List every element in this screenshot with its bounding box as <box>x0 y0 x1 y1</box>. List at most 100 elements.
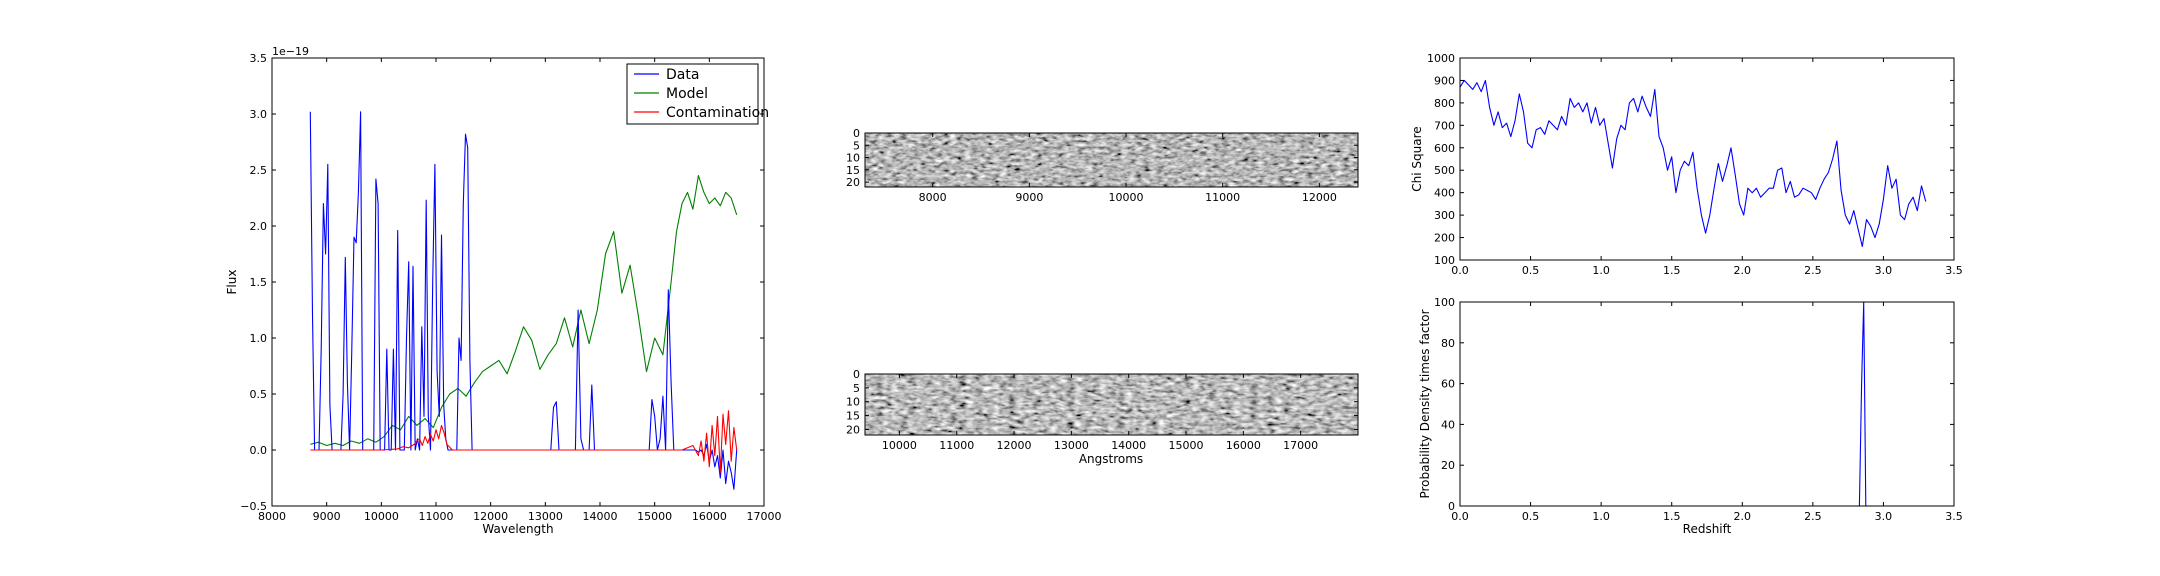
spectrum-image-top-frame <box>864 132 1359 188</box>
image-bottom-ytick-label: 20 <box>846 423 860 436</box>
spectrum-plot: 8000 9000 10000 11000 12000 13000 14000 15000 16… <box>225 45 782 536</box>
image-top-xtick-label: 12000 <box>1302 191 1337 204</box>
spectrum-y-ticks: −0.5 0.0 0.5 1.0 1.5 2.0 2.5 3.0 3.5 <box>240 52 764 513</box>
probability-series-line <box>1460 302 1926 506</box>
spectrum-y-label: Flux <box>225 270 239 295</box>
image-top-xtick-label: 11000 <box>1205 191 1240 204</box>
chi-square-y-ticks: 100 200 300 400 500 600 700 800 900 1000 <box>1427 52 1954 267</box>
spectrum-xtick-label: 13000 <box>528 510 563 523</box>
probability-xtick-label: 3.0 <box>1875 510 1893 523</box>
image-bottom-ytick-label: 10 <box>846 396 860 409</box>
image-top-x-ticks: 8000 9000 10000 11000 12000 <box>919 133 1337 204</box>
spectrum-xtick-label: 11000 <box>419 510 454 523</box>
probability-ytick-label: 40 <box>1441 418 1455 431</box>
image-bottom-xtick-label: 14000 <box>1111 439 1146 452</box>
image-top-xtick-label: 9000 <box>1015 191 1043 204</box>
chi-square-ytick-label: 100 <box>1434 254 1455 267</box>
probability-y-ticks: 0 20 40 60 80 100 <box>1434 296 1954 513</box>
spectrum-image-bottom: 10000 11000 12000 13000 14000 15000 16000 17000… <box>846 368 1359 466</box>
probability-xtick-label: 0.5 <box>1522 510 1540 523</box>
legend-data-label: Data <box>666 67 699 83</box>
probability-xtick-label: 2.0 <box>1734 510 1752 523</box>
spectrum-image-bottom-frame <box>864 373 1359 436</box>
spectrum-xtick-label: 8000 <box>258 510 286 523</box>
chi-square-ytick-label: 400 <box>1434 187 1455 200</box>
data-series-line <box>309 111 738 490</box>
image-top-ytick-label: 20 <box>846 176 860 189</box>
probability-ytick-label: 0 <box>1448 500 1455 513</box>
image-bottom-xtick-label: 15000 <box>1169 439 1204 452</box>
probability-plot: 0.0 0.5 1.0 1.5 2.0 2.5 3.0 3.5 0 20 40 60 80 100 Re… <box>1418 296 1963 536</box>
spectrum-ytick-label: 0.0 <box>250 444 268 457</box>
probability-xtick-label: 1.0 <box>1592 510 1610 523</box>
image-bottom-xtick-label: 17000 <box>1283 439 1318 452</box>
legend-contamination-label: Contamination <box>666 105 769 121</box>
image-top-xtick-label: 10000 <box>1109 191 1144 204</box>
image-x-label: Angstroms <box>1079 452 1143 466</box>
image-bottom-ytick-label: 0 <box>853 368 860 381</box>
chi-square-ytick-label: 900 <box>1434 74 1455 87</box>
image-top-ytick-label: 10 <box>846 152 860 165</box>
chi-square-plot: 0.0 0.5 1.0 1.5 2.0 2.5 3.0 3.5 100 200 300 400 500… <box>1410 52 1963 277</box>
image-bottom-xtick-label: 11000 <box>939 439 974 452</box>
chi-square-xtick-label: 1.5 <box>1663 264 1681 277</box>
spectrum-xtick-label: 10000 <box>364 510 399 523</box>
probability-xtick-label: 0.0 <box>1451 510 1469 523</box>
legend-model-label: Model <box>666 86 708 102</box>
chi-square-xtick-label: 1.0 <box>1592 264 1610 277</box>
image-bottom-ytick-label: 15 <box>846 410 860 423</box>
chi-square-lines <box>1460 79 1927 248</box>
image-bottom-xtick-label: 10000 <box>882 439 917 452</box>
chi-square-xtick-label: 0.5 <box>1522 264 1540 277</box>
image-bottom-x-ticks: 10000 11000 12000 13000 14000 15000 16000 17000 <box>882 374 1318 452</box>
spectrum-x-label: Wavelength <box>482 522 553 536</box>
spectrum-lines <box>309 111 738 490</box>
chi-square-ytick-label: 600 <box>1434 142 1455 155</box>
spectrum-ytick-label: 3.5 <box>250 52 268 65</box>
chi-square-ytick-label: 500 <box>1434 164 1455 177</box>
chi-square-y-label: Chi Square <box>1410 126 1424 191</box>
image-bottom-xtick-label: 12000 <box>997 439 1032 452</box>
chi-square-x-ticks: 0.0 0.5 1.0 1.5 2.0 2.5 3.0 3.5 <box>1451 58 1963 277</box>
image-bottom-xtick-label: 13000 <box>1054 439 1089 452</box>
chi-square-series-line <box>1460 79 1927 248</box>
chi-square-ytick-label: 200 <box>1434 232 1455 245</box>
probability-ytick-label: 60 <box>1441 378 1455 391</box>
spectrum-image-bottom-pixels <box>865 374 1358 435</box>
chi-square-ytick-label: 700 <box>1434 119 1455 132</box>
spectrum-ytick-label: 1.5 <box>250 276 268 289</box>
chi-square-xtick-label: 3.5 <box>1945 264 1963 277</box>
spectrum-xtick-label: 15000 <box>637 510 672 523</box>
image-bottom-xtick-label: 16000 <box>1226 439 1261 452</box>
probability-lines <box>1460 302 1926 506</box>
spectrum-ytick-label: 3.0 <box>250 108 268 121</box>
spectrum-ytick-label: 2.5 <box>250 164 268 177</box>
probability-ytick-label: 100 <box>1434 296 1455 309</box>
spectrum-xtick-label: 17000 <box>747 510 782 523</box>
chi-square-xtick-label: 3.0 <box>1875 264 1893 277</box>
spectrum-x-ticks: 8000 9000 10000 11000 12000 13000 14000 15000 16… <box>258 58 782 523</box>
probability-xtick-label: 1.5 <box>1663 510 1681 523</box>
chi-square-plot-frame <box>1459 57 1955 261</box>
spectrum-ytick-label: −0.5 <box>240 500 267 513</box>
spectrum-ytick-label: 2.0 <box>250 220 268 233</box>
image-bottom-ytick-label: 5 <box>853 382 860 395</box>
spectrum-xtick-label: 12000 <box>473 510 508 523</box>
spectrum-ytick-label: 0.5 <box>250 388 268 401</box>
probability-ytick-label: 80 <box>1441 337 1455 350</box>
chi-square-ytick-label: 300 <box>1434 209 1455 222</box>
flux-offset-text: 1e−19 <box>272 45 309 58</box>
probability-ytick-label: 20 <box>1441 459 1455 472</box>
chi-square-xtick-label: 2.0 <box>1734 264 1752 277</box>
probability-xtick-label: 3.5 <box>1945 510 1963 523</box>
chi-square-ytick-label: 800 <box>1434 97 1455 110</box>
contamination-series-line <box>310 410 738 473</box>
probability-y-label: Probability Density times factor <box>1418 309 1432 498</box>
chi-square-xtick-label: 2.5 <box>1804 264 1822 277</box>
probability-xtick-label: 2.5 <box>1804 510 1822 523</box>
chi-square-xtick-label: 0.0 <box>1451 264 1469 277</box>
spectrum-legend: Data Model Contamination <box>626 63 769 125</box>
